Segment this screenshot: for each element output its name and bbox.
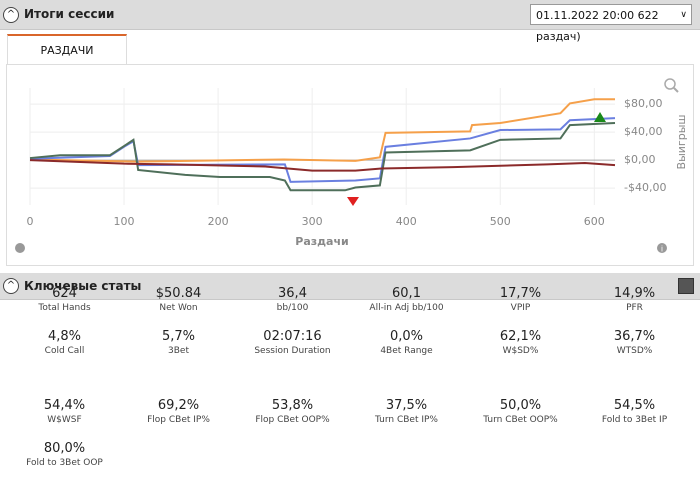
stat-label: Net Won	[159, 303, 198, 313]
stat-item: 624 Total Hands	[8, 286, 121, 313]
stat-label: 4Bet Range	[380, 346, 433, 356]
stats-title: Ключевые статы	[24, 279, 142, 293]
stat-value: 60,1	[392, 286, 421, 301]
chart: i Раздачи Выигрыш 0 100 200 300 400 500 600 -$4…	[15, 78, 688, 254]
stat-label: Session Duration	[254, 346, 331, 356]
chart-panel	[6, 64, 694, 266]
stat-label: 3Bet	[168, 346, 189, 356]
stat-value: 54,4%	[43, 398, 86, 413]
x-tick-label: 0	[27, 215, 34, 228]
min-marker	[347, 197, 359, 206]
stat-value: 14,9%	[613, 286, 656, 301]
tab[interactable]: РАЗДАЧИ	[7, 34, 127, 64]
stat-value: 62,1%	[499, 329, 542, 344]
stat-label: bb/100	[276, 303, 309, 313]
stats-bar: ^ Ключевые статы	[0, 273, 700, 300]
zoom-icon-handle	[673, 87, 679, 93]
settings-icon[interactable]	[15, 243, 25, 253]
collapse-button[interactable]: ^	[3, 7, 19, 23]
stat-item: 50,0% Turn CBet OOP%	[464, 398, 577, 425]
stat-label: VPIP	[510, 303, 531, 313]
stat-item: 60,1 All-in Adj bb/100	[350, 286, 463, 313]
plot-area	[30, 88, 615, 205]
stat-item: 69,2% Flop CBet IP%	[122, 398, 235, 425]
stat-value: 0,0%	[389, 329, 424, 344]
stat-item: 62,1% W$SD%	[464, 329, 577, 356]
x-tick-label: 500	[490, 215, 511, 228]
stat-item: 54,5% Fold to 3Bet IP	[578, 398, 691, 425]
stat-label: WTSD%	[616, 346, 653, 356]
max-marker	[594, 112, 606, 122]
stat-label: PFR	[626, 303, 643, 313]
x-tick-label: 400	[396, 215, 417, 228]
stat-item: 5,7% 3Bet	[122, 329, 235, 356]
series-line	[29, 159, 616, 172]
stat-label: Turn CBet OOP%	[483, 415, 558, 425]
stat-value: 53,8%	[271, 398, 314, 413]
stat-item: 14,9% PFR	[578, 286, 691, 313]
stat-value: 37,5%	[385, 398, 428, 413]
stat-value: 36,7%	[613, 329, 656, 344]
stat-value: 69,2%	[157, 398, 200, 413]
stat-value: 36,4	[278, 286, 307, 301]
stat-label: W$WSF	[47, 415, 82, 425]
stat-value: 54,5%	[613, 398, 656, 413]
y-tick-label: $80,00	[624, 97, 663, 110]
stat-value: 624	[52, 286, 77, 301]
header-bar: ^ Итоги сессии 01.11.2022 20:00 622 разд…	[0, 0, 700, 43]
stat-value: 02:07:16	[263, 329, 322, 344]
y-axis-label: Выигрыш	[675, 115, 688, 170]
stat-item: $50.84 Net Won	[122, 286, 235, 313]
stat-label: All-in Adj bb/100	[369, 303, 444, 313]
stat-value: $50.84	[155, 286, 202, 301]
dropdown-arrow: ∨	[680, 10, 687, 20]
series-line	[29, 122, 616, 192]
layout-button[interactable]	[678, 278, 694, 294]
stat-value: 4,8%	[47, 329, 82, 344]
stat-item: 37,5% Turn CBet IP%	[350, 398, 463, 425]
session-select[interactable]: 01.11.2022 20:00 622 раздач) ∨	[530, 4, 692, 43]
x-tick-label: 600	[584, 215, 605, 228]
stat-value: 80,0%	[43, 441, 86, 456]
info-icon-glyph: i	[661, 245, 663, 254]
collapse-button[interactable]: ^	[3, 278, 19, 294]
x-axis-label: Раздачи	[295, 235, 348, 248]
stat-value: 17,7%	[499, 286, 542, 301]
zoom-icon[interactable]	[664, 78, 676, 90]
stat-item: 36,7% WTSD%	[578, 329, 691, 356]
stat-item: 80,0% Fold to 3Bet OOP	[8, 441, 121, 468]
y-tick-label: $40,00	[624, 125, 663, 138]
stat-label: Cold Call	[44, 346, 85, 356]
stat-label: Turn CBet IP%	[375, 415, 438, 425]
stat-item: 53,8% Flop CBet OOP%	[236, 398, 349, 425]
header-title: Итоги сессии	[24, 7, 115, 21]
stat-item: 36,4 bb/100	[236, 286, 349, 313]
info-icon[interactable]	[657, 243, 667, 253]
stat-item: 4,8% Cold Call	[8, 329, 121, 356]
stat-item: 02:07:16 Session Duration	[236, 329, 349, 356]
stat-value: 50,0%	[499, 398, 542, 413]
stat-label: W$SD%	[502, 346, 539, 356]
x-tick-label: 200	[208, 215, 229, 228]
stat-value: 5,7%	[161, 329, 196, 344]
session-select-text: 01.11.2022 20:00 622 раздач)	[536, 9, 659, 43]
stat-label: Fold to 3Bet OOP	[26, 458, 103, 468]
stat-label: Total Hands	[38, 303, 91, 313]
x-tick-label: 100	[114, 215, 135, 228]
stat-item: 17,7% VPIP	[464, 286, 577, 313]
stat-label: Fold to 3Bet IP	[601, 415, 668, 425]
series-line	[29, 98, 615, 163]
stat-label: Flop CBet OOP%	[255, 415, 330, 425]
stat-label: Flop CBet IP%	[147, 415, 210, 425]
x-tick-label: 300	[302, 215, 323, 228]
stat-item: 54,4% W$WSF	[8, 398, 121, 425]
y-tick-label: -$40,00	[624, 181, 666, 194]
y-tick-label: $0,00	[624, 153, 656, 166]
stat-item: 0,0% 4Bet Range	[350, 329, 463, 356]
